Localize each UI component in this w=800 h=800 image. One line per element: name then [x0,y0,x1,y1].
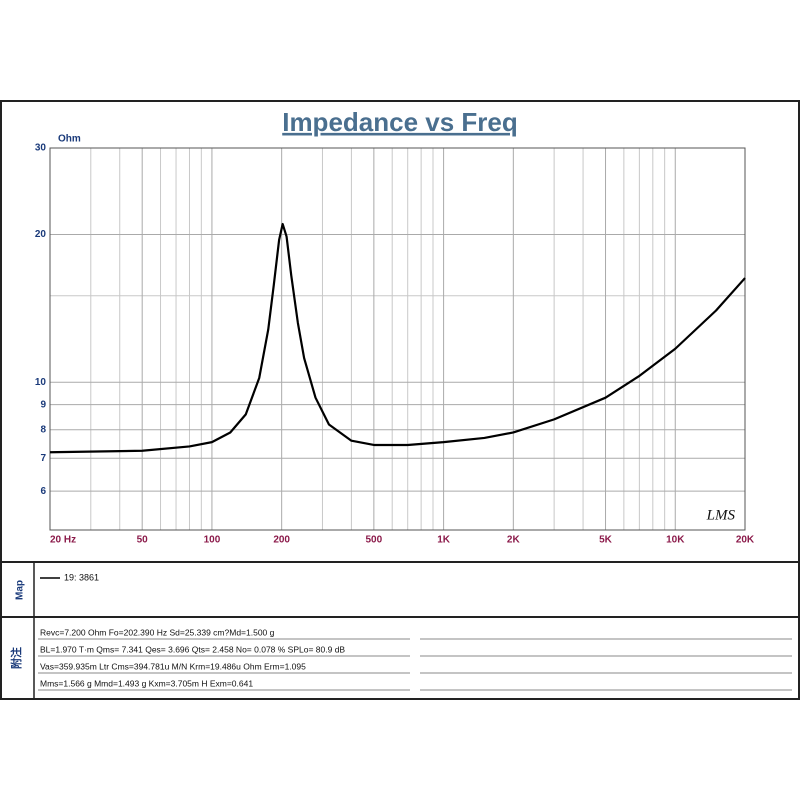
y-tick-label: 8 [40,424,46,435]
legend-label: 19: 3861 [64,572,99,582]
note-line: Revc=7.200 Ohm Fo=202.390 Hz Sd=25.339 c… [40,627,275,637]
notes: Revc=7.200 Ohm Fo=202.390 Hz Sd=25.339 c… [38,627,792,691]
y-tick-label: 30 [35,143,47,154]
watermark: LMS [706,507,736,523]
map-label: Map [15,580,26,600]
x-tick-label: 10K [666,535,685,546]
x-tick-label: 5K [599,535,613,546]
y-tick-label: 7 [40,453,46,464]
y-axis-label: Ohm [58,134,81,145]
x-tick-label: 1K [437,535,451,546]
note-line: Mms=1.566 g Mmd=1.493 g Kxm=3.705m H Exm… [40,678,253,688]
x-tick-label: 200 [273,535,290,546]
x-tick-label: 50 [137,535,149,546]
series-line [49,222,746,454]
y-tick-label: 10 [35,377,47,388]
x-tick-label: 100 [204,535,221,546]
x-tick-label: 500 [366,535,383,546]
x-tick-label: 20 Hz [50,535,76,546]
note-line: Vas=359.935m Ltr Cms=394.781u M/N Krm=19… [40,661,306,671]
y-tick-label: 6 [40,486,46,497]
y-tick-label: 9 [40,399,46,410]
note-line: BL=1.970 T·m Qms= 7.341 Qes= 3.696 Qts= … [40,644,345,654]
y-tick-label: 20 [35,229,47,240]
x-tick-label: 20K [736,535,755,546]
notes-label: 附注 [9,647,23,669]
x-tick-label: 2K [507,535,521,546]
plot-border [49,147,746,531]
chart-title: Impedance vs Freq [282,107,518,137]
plot-area [50,148,745,530]
